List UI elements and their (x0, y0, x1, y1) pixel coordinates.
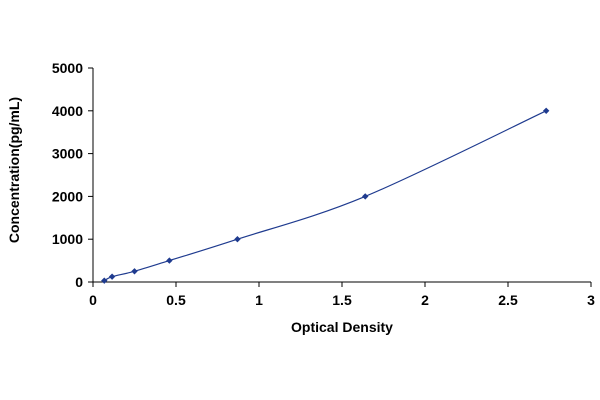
data-point (108, 273, 116, 280)
x-axis-label: Optical Density (291, 319, 393, 335)
y-tick-label: 1000 (52, 231, 83, 247)
data-points (101, 107, 550, 284)
y-tick-label: 2000 (52, 188, 83, 204)
data-point (362, 193, 369, 200)
x-ticks: 0 0.5 1 1.5 2 2.5 3 (89, 282, 595, 308)
x-tick-label: 1 (255, 292, 263, 308)
axes (92, 68, 591, 283)
x-tick-label: 0.5 (166, 292, 186, 308)
y-tick-label: 4000 (52, 103, 83, 119)
y-ticks: 0 1000 2000 3000 4000 5000 (52, 60, 93, 290)
data-point (131, 268, 138, 275)
data-point (542, 107, 550, 114)
fit-curve (103, 110, 547, 282)
x-tick-label: 1.5 (332, 292, 352, 308)
x-tick-label: 0 (89, 292, 97, 308)
x-tick-label: 3 (587, 292, 595, 308)
x-tick-label: 2.5 (498, 292, 518, 308)
data-point (101, 277, 108, 284)
data-point (234, 236, 241, 243)
y-tick-label: 5000 (52, 60, 83, 76)
y-tick-label: 0 (75, 274, 83, 290)
y-axis-label: Concentration(pg/mL) (6, 97, 22, 243)
data-point (166, 257, 173, 264)
y-tick-label: 3000 (52, 146, 83, 162)
x-tick-label: 2 (421, 292, 429, 308)
